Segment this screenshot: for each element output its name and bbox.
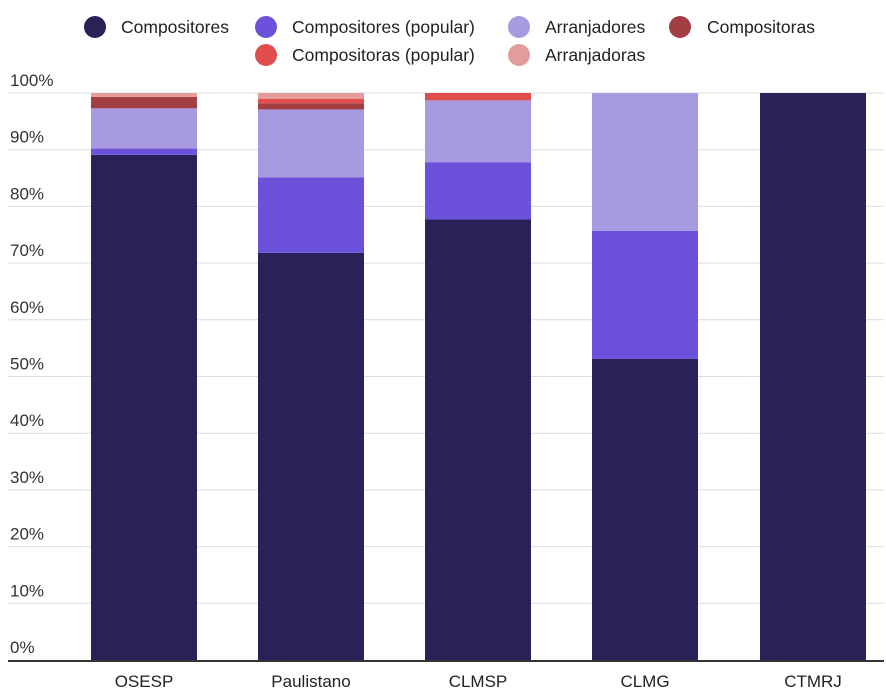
bar-segment-compositores xyxy=(258,252,364,661)
bar-segment-compositores-popular xyxy=(258,177,364,253)
legend-item-compositoras-popular: Compositoras (popular) xyxy=(255,44,475,66)
y-tick-label: 100% xyxy=(10,71,53,90)
bar-segment-compositores xyxy=(91,154,197,661)
y-tick-label: 80% xyxy=(10,184,44,203)
x-tick-label: OSESP xyxy=(115,672,174,690)
bar-segment-compositores xyxy=(760,93,866,660)
bar-stack-clmg xyxy=(592,93,698,660)
bar-segment-arranjadoras xyxy=(91,93,197,97)
legend-label: Arranjadores xyxy=(545,17,645,37)
bar-segment-compositoras-popular xyxy=(425,93,531,101)
x-tick-label: Paulistano xyxy=(271,672,350,690)
bar-segment-compositoras-popular xyxy=(258,98,364,104)
bar-segment-arranjadores xyxy=(425,100,531,163)
y-tick-label: 70% xyxy=(10,241,44,260)
y-tick-label: 90% xyxy=(10,128,44,147)
legend-label: Arranjadoras xyxy=(545,45,645,65)
legend-swatch xyxy=(255,16,277,38)
y-tick-label: 50% xyxy=(10,355,44,374)
legend-swatch xyxy=(84,16,106,38)
y-tick-label: 30% xyxy=(10,468,44,487)
axes: OSESP Paulistano CLMSP CLMG CTMRJ xyxy=(8,660,884,691)
legend-label: Compositores xyxy=(121,17,229,37)
legend-item-arranjadores: Arranjadores xyxy=(508,16,645,38)
y-tick-label: 0% xyxy=(10,638,35,657)
bar-segment-compositores-popular xyxy=(91,148,197,155)
x-tick-label: CLMSP xyxy=(449,672,508,690)
bar-segment-compositoras xyxy=(91,96,197,109)
legend-swatch xyxy=(508,16,530,38)
legend-item-compositores-popular: Compositores (popular) xyxy=(255,16,475,38)
bar-stack-clmsp xyxy=(425,93,531,661)
y-tick-label: 40% xyxy=(10,411,44,430)
bar-segment-arranjadores xyxy=(91,108,197,149)
x-tick-label: CLMG xyxy=(620,672,669,690)
legend-item-compositoras: Compositoras xyxy=(669,16,815,38)
legend-label: Compositoras xyxy=(707,17,815,37)
bar-segment-arranjadores xyxy=(258,109,364,178)
bar-stack-paulistano xyxy=(258,93,364,661)
bar-segment-compositoras xyxy=(258,103,364,110)
bar-stack-ctmrj xyxy=(760,93,866,660)
bar-segment-compositores-popular xyxy=(425,162,531,220)
legend-swatch xyxy=(508,44,530,66)
bar-segment-compositores xyxy=(425,219,531,661)
legend-label: Compositoras (popular) xyxy=(292,45,475,65)
legend: Compositores Compositores (popular) Arranj… xyxy=(84,16,815,66)
bar-stack-osesp xyxy=(91,93,197,661)
x-tick-label: CTMRJ xyxy=(784,672,842,690)
legend-item-compositores: Compositores xyxy=(84,16,229,38)
y-tick-label: 20% xyxy=(10,525,44,544)
legend-swatch xyxy=(255,44,277,66)
y-tick-label: 60% xyxy=(10,298,44,317)
y-tick-label: 10% xyxy=(10,581,44,600)
bars xyxy=(91,93,866,661)
bar-segment-compositores xyxy=(592,358,698,660)
bar-segment-compositores-popular xyxy=(592,230,698,359)
bar-segment-arranjadores xyxy=(592,93,698,231)
legend-item-arranjadoras: Arranjadoras xyxy=(508,44,645,66)
bar-segment-arranjadoras xyxy=(258,93,364,99)
legend-swatch xyxy=(669,16,691,38)
legend-label: Compositores (popular) xyxy=(292,17,475,37)
